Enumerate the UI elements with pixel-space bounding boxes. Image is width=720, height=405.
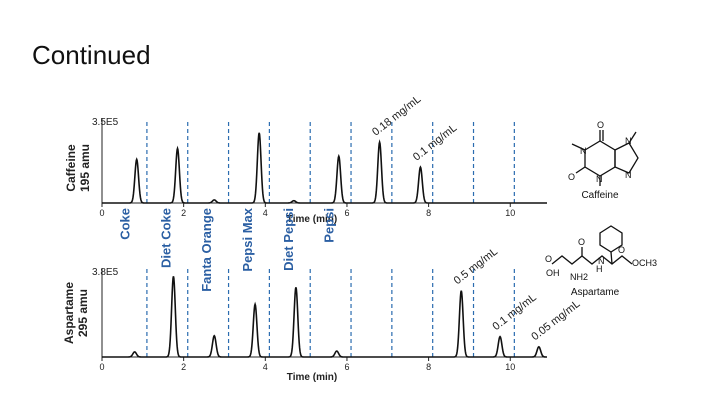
- caffeine-atom-labels: O N N O N N: [568, 120, 632, 184]
- caffeine-x-tick-label: 6: [344, 208, 349, 218]
- aspartame-atom: O: [618, 245, 625, 255]
- aspartame-x-tick-label: 0: [99, 362, 104, 372]
- drink-label: Pepsi Max: [240, 207, 255, 271]
- aspartame-atom: H: [596, 264, 603, 274]
- aspartame-concentration-annotation: 0.5 mg/mL: [452, 246, 500, 287]
- aspartame-name: Aspartame: [571, 287, 620, 298]
- caffeine-name: Caffeine: [581, 190, 619, 201]
- caffeine-atom: N: [580, 146, 587, 156]
- aspartame-trace: [102, 276, 547, 358]
- drink-label: Pepsi: [322, 208, 337, 243]
- aspartame-ymax-label: 3.8E5: [92, 267, 119, 278]
- caffeine-atom: O: [597, 120, 604, 130]
- caffeine-concentration-annotation: 0.1 mg/mL: [411, 122, 459, 163]
- caffeine-y-label-line1: Caffeine: [64, 144, 78, 192]
- caffeine-atom: O: [568, 172, 575, 182]
- caffeine-atom: N: [625, 170, 632, 180]
- caffeine-x-tick-label: 2: [181, 208, 186, 218]
- aspartame-atom: OCH3: [632, 258, 657, 268]
- aspartame-phenyl-ring: [599, 225, 623, 253]
- aspartame-atom: NH2: [570, 272, 588, 282]
- drink-label: Diet Coke: [158, 208, 173, 268]
- aspartame-panel: Aspartame 295 amu 3.8E5 0 2 4 6 8 10 Time (mi…: [62, 246, 582, 383]
- aspartame-x-tick-label: 8: [426, 362, 431, 372]
- aspartame-y-label-line1: Aspartame: [62, 282, 76, 344]
- caffeine-x-tick-label: 4: [263, 208, 268, 218]
- aspartame-x-tick-label: 2: [181, 362, 186, 372]
- caffeine-five-ring: [614, 142, 639, 174]
- aspartame-structure: [551, 225, 633, 265]
- aspartame-atom: O: [545, 254, 552, 264]
- aspartame-atom: OH: [546, 268, 560, 278]
- caffeine-x-tick-label: 0: [99, 208, 104, 218]
- caffeine-atom: N: [596, 174, 603, 184]
- drink-label: Coke: [117, 208, 132, 240]
- aspartame-backbone: [551, 255, 633, 265]
- aspartame-benzyl-bond: [610, 251, 613, 265]
- aspartame-x-tick-label: 6: [344, 362, 349, 372]
- aspartame-x-tick-label: 4: [263, 362, 268, 372]
- aspartame-atom: N: [598, 256, 605, 266]
- caffeine-y-label: Caffeine 195 amu: [64, 144, 92, 192]
- aspartame-concentration-annotation: 0.05 mg/mL: [529, 298, 582, 343]
- caffeine-atom: N: [625, 136, 632, 146]
- caffeine-structure: [571, 130, 639, 186]
- caffeine-six-ring: [584, 140, 616, 177]
- caffeine-trace: [102, 132, 547, 204]
- caffeine-methyl-left: [571, 143, 586, 151]
- aspartame-x-axis-title: Time (min): [287, 372, 337, 383]
- aspartame-atom-labels: O O O OH NH2 H N OCH3: [545, 237, 657, 282]
- caffeine-ymax-label: 3.5E5: [92, 117, 119, 128]
- aspartame-y-label: Aspartame 295 amu: [62, 282, 90, 344]
- caffeine-methyl-right: [628, 131, 637, 144]
- caffeine-carbonyl-left: [575, 166, 586, 174]
- aspartame-y-label-line2: 295 amu: [76, 289, 90, 337]
- slide-title: Continued: [32, 40, 151, 70]
- drink-label: Diet Pepsi: [281, 208, 296, 271]
- caffeine-x-tick-label: 8: [426, 208, 431, 218]
- aspartame-x-tick-label: 10: [505, 362, 515, 372]
- caffeine-y-label-line2: 195 amu: [78, 144, 92, 192]
- caffeine-concentration-annotation: 0.18 mg/mL: [370, 93, 423, 138]
- caffeine-x-axis-title: Time (min): [287, 214, 337, 225]
- caffeine-x-tick-label: 10: [505, 208, 515, 218]
- caffeine-panel: Caffeine 195 amu 3.5E5 0 2 4 6 8 10 Time (min…: [64, 93, 547, 225]
- aspartame-atom: O: [578, 237, 585, 247]
- drink-label: Fanta Orange: [199, 208, 214, 292]
